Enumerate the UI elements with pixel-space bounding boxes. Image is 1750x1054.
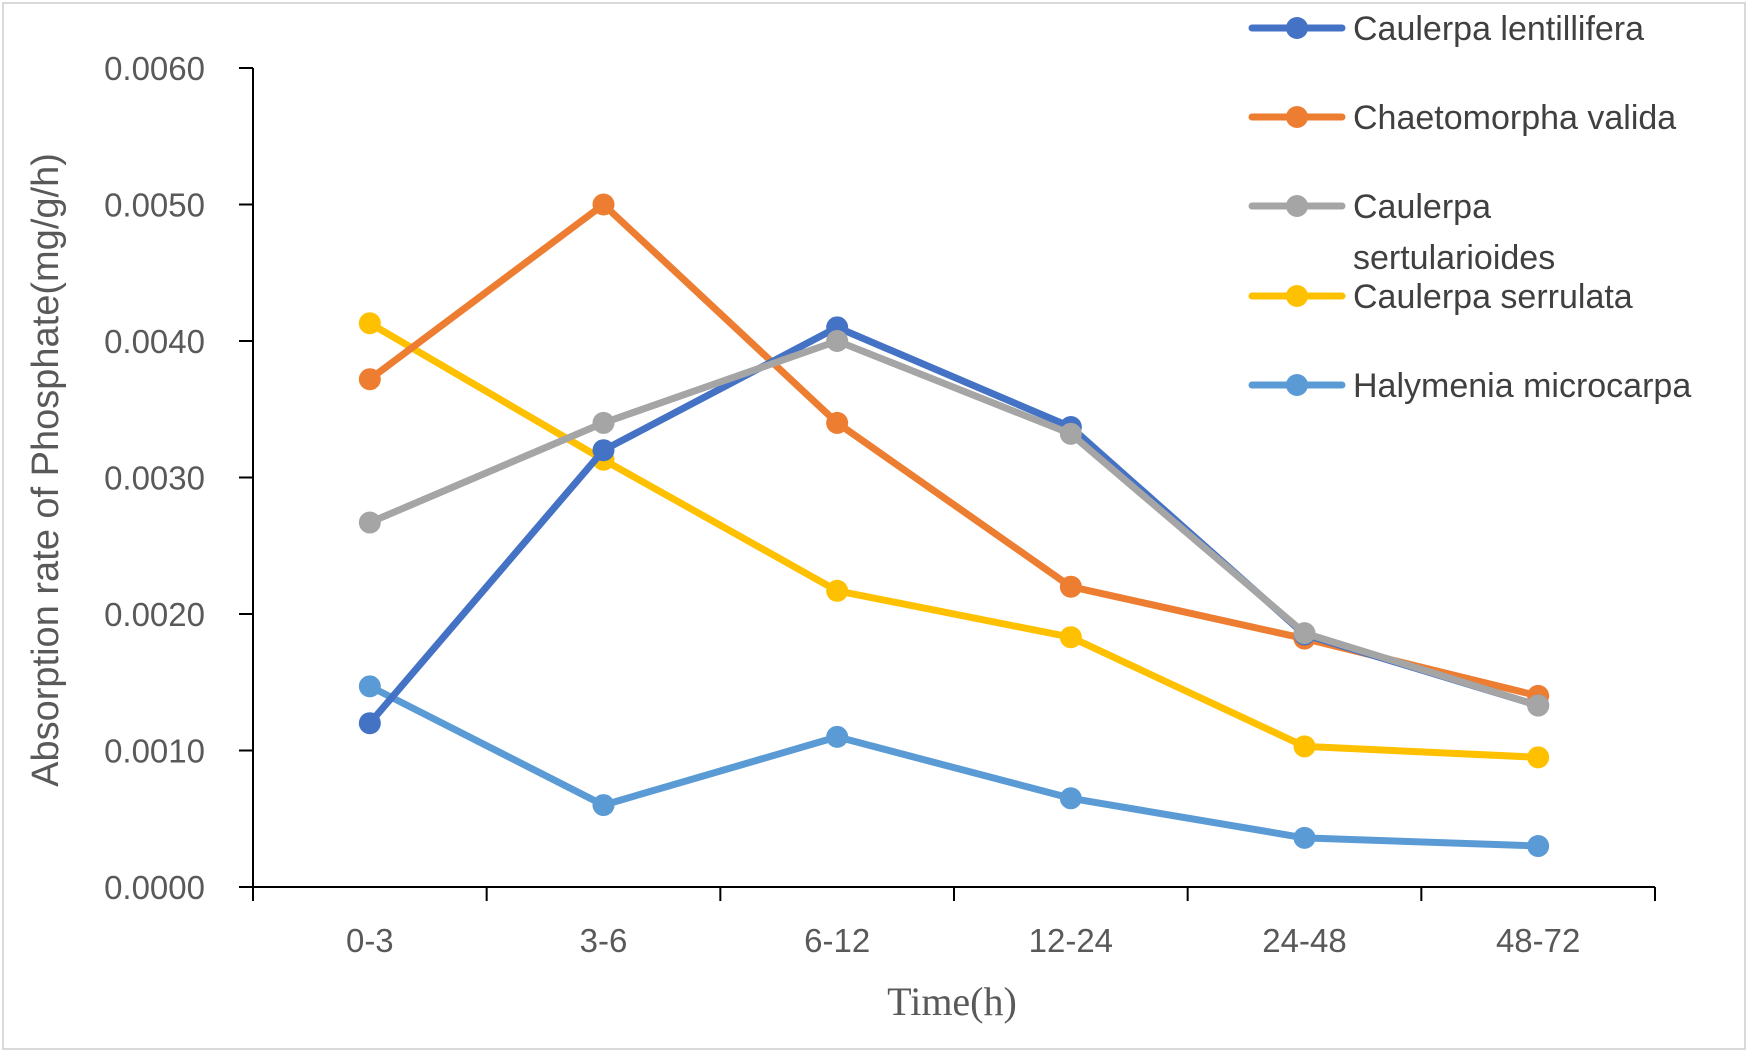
data-point	[592, 439, 615, 462]
legend-label: Caulerpa serrulata	[1353, 278, 1633, 316]
y-axis: 0.0000 0.0010 0.0020 0.0030 0.0040 0.0050 0.00…	[104, 50, 254, 906]
legend-marker	[1286, 17, 1308, 39]
series-halymenia-microcarpa	[358, 675, 1550, 858]
data-point	[826, 579, 849, 602]
legend-entry: Caulerpa serrulata	[1248, 278, 1633, 316]
data-point	[1059, 422, 1082, 445]
y-tick-label: 0.0020	[104, 596, 205, 633]
data-point	[592, 193, 615, 216]
data-point	[358, 511, 381, 534]
data-point	[592, 794, 615, 817]
legend-marker	[1286, 106, 1308, 128]
legend-label: Chaetomorpha valida	[1353, 99, 1676, 137]
legend-entry: Halymenia microcarpa	[1248, 367, 1691, 405]
y-tick-label: 0.0050	[104, 187, 205, 224]
x-tick-label: 12-24	[1029, 922, 1113, 959]
legend-entry: Caulerpa sertularioides	[1248, 188, 1555, 277]
legend-marker	[1286, 195, 1308, 217]
data-point	[826, 725, 849, 748]
data-point	[358, 712, 381, 735]
series-caulerpa-sertularioides	[358, 330, 1550, 717]
data-point	[1059, 575, 1082, 598]
y-tick-label: 0.0060	[104, 50, 205, 87]
x-tick-label: 3-6	[580, 922, 628, 959]
data-point	[1293, 622, 1316, 645]
data-point	[1527, 694, 1550, 717]
data-point	[358, 675, 381, 698]
series-line	[366, 682, 1542, 850]
y-tick-label: 0.0000	[104, 869, 205, 906]
x-tick-label: 0-3	[346, 922, 394, 959]
legend-marker	[1286, 374, 1308, 396]
data-point	[826, 330, 849, 352]
legend-label: Halymenia microcarpa	[1353, 367, 1691, 405]
data-point	[1293, 826, 1316, 849]
data-point	[1059, 787, 1082, 810]
y-axis-title: Absorption rate of Phosphate(mg/g/h)	[25, 153, 67, 787]
data-point	[1527, 746, 1550, 769]
data-point	[1059, 626, 1082, 649]
legend-entry: Caulerpa lentillifera	[1248, 10, 1644, 48]
legend-entry: Chaetomorpha valida	[1248, 99, 1676, 137]
y-tick-label: 0.0010	[104, 733, 205, 770]
series-layer	[358, 193, 1550, 858]
legend-label: Caulerpa lentillifera	[1353, 10, 1644, 48]
data-point	[1293, 735, 1316, 758]
data-point	[1527, 835, 1550, 858]
y-tick-label: 0.0030	[104, 460, 205, 497]
x-tick-label: 6-12	[804, 922, 870, 959]
x-axis-title: Time(h)	[887, 979, 1017, 1024]
y-tick-label: 0.0040	[104, 323, 205, 360]
data-point	[358, 368, 381, 391]
data-point	[358, 312, 381, 335]
x-axis: 0-3 3-6 6-12 12-24 24-48 48-72	[252, 886, 1656, 959]
series-line	[366, 337, 1542, 709]
x-tick-label: 24-48	[1262, 922, 1346, 959]
legend: Caulerpa lentillifera Chaetomorpha valida…	[1248, 10, 1691, 405]
data-point	[826, 411, 849, 434]
legend-marker	[1286, 285, 1308, 307]
legend-label: sertularioides	[1353, 239, 1555, 277]
data-point	[592, 411, 615, 434]
legend-label: Caulerpa	[1353, 188, 1491, 226]
x-tick-label: 48-72	[1496, 922, 1580, 959]
